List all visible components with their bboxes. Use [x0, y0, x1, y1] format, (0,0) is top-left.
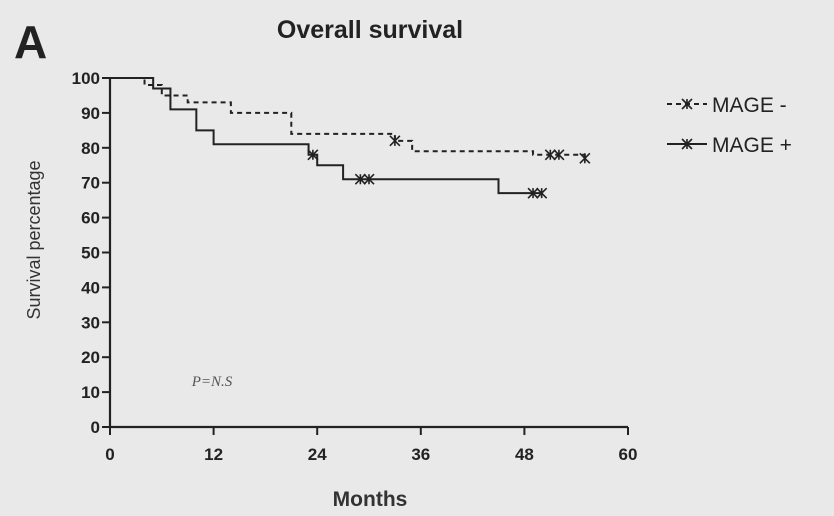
y-tick-label: 50 [81, 244, 100, 263]
censor-mark [579, 152, 591, 164]
y-tick-label: 60 [81, 209, 100, 228]
y-tick-label: 10 [81, 383, 100, 402]
chart-title: Overall survival [277, 16, 463, 44]
y-axis-label: Survival percentage [24, 160, 44, 319]
x-axis-label: Months [333, 488, 408, 511]
legend: MAGE - MAGE + [667, 94, 792, 157]
y-tick-label: 100 [72, 69, 100, 88]
y-tick-label: 70 [81, 174, 100, 193]
y-tick-label: 0 [91, 418, 100, 437]
y-tick-label: 40 [81, 278, 100, 297]
legend-entry: MAGE + [667, 134, 792, 157]
y-tick-label: 30 [81, 313, 100, 332]
censor-mark [307, 149, 319, 161]
censor-mark [681, 138, 693, 150]
panel-letter: A [14, 16, 47, 68]
x-tick-label: 60 [619, 445, 638, 464]
censor-mark [553, 149, 565, 161]
censor-mark [527, 187, 539, 199]
x-tick-label: 48 [515, 445, 534, 464]
x-tick-label: 12 [204, 445, 223, 464]
censor-mark [363, 173, 375, 185]
axes: 0 10 20 30 40 50 60 70 80 90 100 0 12 24 36 48 60 [72, 69, 638, 464]
y-tick-label: 80 [81, 139, 100, 158]
legend-label: MAGE + [712, 134, 792, 157]
y-tick-label: 20 [81, 348, 100, 367]
censor-mark [681, 98, 693, 110]
x-tick-label: 24 [308, 445, 327, 464]
censor-mark [544, 149, 556, 161]
legend-label: MAGE - [712, 94, 787, 117]
x-tick-label: 36 [411, 445, 430, 464]
series-mage-negative [110, 77, 591, 164]
x-tick-label: 0 [105, 445, 114, 464]
y-tick-label: 90 [81, 104, 100, 123]
series-mage-positive [110, 77, 548, 199]
censor-mark [536, 187, 548, 199]
censor-mark [354, 173, 366, 185]
legend-entry: MAGE - [667, 94, 787, 117]
series-line [110, 77, 586, 159]
p-value-annotation: P=N.S [191, 374, 233, 390]
censor-mark [389, 135, 401, 147]
survival-curves [110, 77, 591, 199]
